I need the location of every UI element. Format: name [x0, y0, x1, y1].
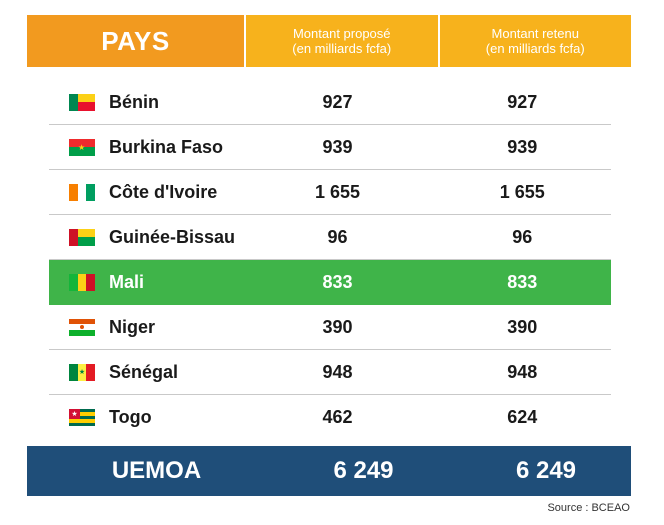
- country-name: Mali: [109, 272, 145, 292]
- mali-flag: [69, 274, 95, 291]
- total-propose-value: 6 249: [333, 457, 394, 484]
- header-pays: PAYS: [27, 15, 244, 67]
- country-name: Burkina Faso: [109, 136, 224, 157]
- montant-propose-value: 96: [327, 226, 348, 247]
- table-row-mali: Mali 833 833: [49, 260, 611, 305]
- header-col1-line1: Montant proposé: [292, 26, 391, 41]
- country-name: Togo: [109, 407, 152, 427]
- burkina-faso-flag: ★: [69, 138, 95, 156]
- table-row-togo: ★ Togo 462 624: [49, 395, 611, 440]
- togo-flag: ★: [69, 409, 95, 426]
- header-col2-line2: (en milliards fcfa): [485, 41, 585, 56]
- header-col2-line1: Montant retenu: [491, 26, 579, 41]
- source-note: Source : BCEAO: [547, 502, 630, 514]
- montant-propose-value: 462: [322, 407, 353, 427]
- table-row-senegal: ★ Sénégal 948 948: [49, 350, 611, 395]
- montant-retenu-value: 1 655: [499, 181, 545, 202]
- table-header: PAYS Montant proposé (en milliards fcfa)…: [27, 15, 631, 67]
- niger-flag: [69, 318, 95, 336]
- table-row-benin: Bénin 927 927: [49, 80, 611, 125]
- montant-retenu-value: 390: [507, 316, 538, 337]
- table-row-burkina-faso: ★ Burkina Faso 939 939: [49, 125, 611, 170]
- country-name: Niger: [109, 316, 156, 337]
- table-body: Bénin 927 927 ★ Burkina Faso 939 939: [27, 80, 631, 440]
- montant-retenu-value: 939: [507, 136, 538, 157]
- montant-retenu-value: 833: [507, 272, 538, 292]
- montant-propose-value: 1 655: [315, 181, 361, 202]
- table-row-niger: Niger 390 390: [49, 305, 611, 350]
- montant-retenu-value: 624: [507, 407, 538, 427]
- country-name: Côte d'Ivoire: [109, 181, 218, 202]
- montant-propose-value: 833: [322, 272, 353, 292]
- table-row-guinee-bissau: Guinée-Bissau 96 96: [49, 215, 611, 260]
- table-row-cote-divoire: Côte d'Ivoire 1 655 1 655: [49, 170, 611, 215]
- senegal-flag: ★: [69, 363, 95, 381]
- header-montant-propose: Montant proposé (en milliards fcfa): [244, 15, 438, 67]
- montant-retenu-value: 927: [507, 91, 538, 112]
- total-retenu-value: 6 249: [515, 457, 577, 484]
- montant-retenu-value: 948: [507, 361, 538, 382]
- total-label: UEMOA: [111, 457, 202, 484]
- data-table: PAYS Montant proposé (en milliards fcfa)…: [27, 15, 631, 440]
- montant-propose-value: 948: [322, 361, 353, 382]
- montant-propose-value: 927: [322, 91, 353, 112]
- montant-retenu-value: 96: [512, 226, 533, 247]
- header-col1-line2: (en milliards fcfa): [292, 41, 392, 56]
- total-row-uemoa: UEMOA 6 249 6 249: [27, 446, 631, 496]
- montant-propose-value: 939: [322, 136, 353, 157]
- header-montant-retenu: Montant retenu (en milliards fcfa): [437, 15, 631, 67]
- country-name: Bénin: [109, 91, 160, 112]
- montant-propose-value: 390: [322, 316, 353, 337]
- benin-flag: [69, 93, 95, 111]
- guinea-bissau-flag: [69, 228, 95, 246]
- country-name: Sénégal: [109, 361, 179, 382]
- country-name: Guinée-Bissau: [109, 226, 236, 247]
- cote-divoire-flag: [69, 183, 95, 201]
